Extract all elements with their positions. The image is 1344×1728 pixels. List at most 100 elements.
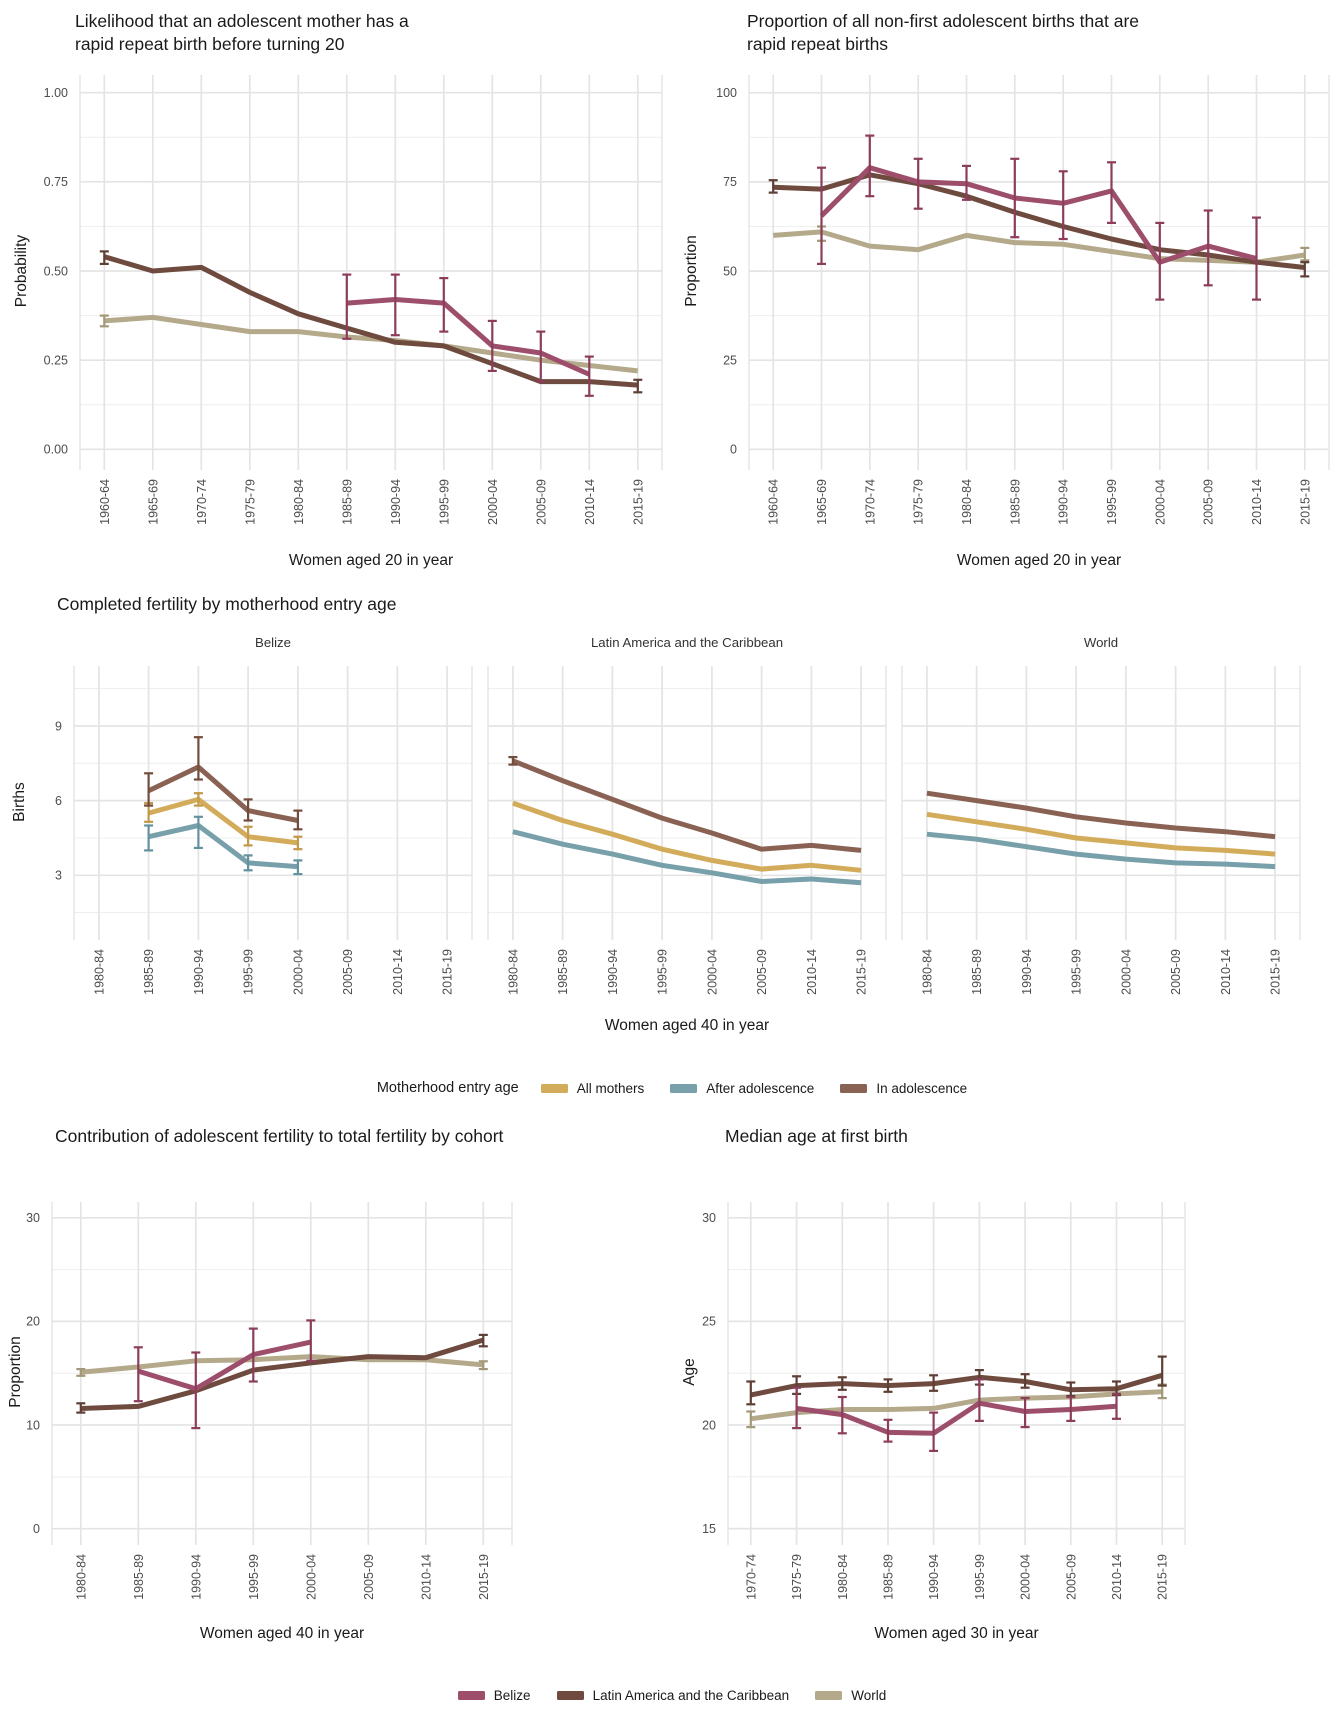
error-bars-in-adolescence <box>508 755 518 766</box>
gridlines-panel-0 <box>79 75 663 470</box>
x-tick-label: 1995-99 <box>1070 949 1084 995</box>
legend-label-belize: Belize <box>493 1688 531 1703</box>
y-tick-label: 75 <box>723 175 737 189</box>
x-axis-title-women-aged-40: Women aged 40 in year <box>199 1625 365 1642</box>
x-tick-label: 1980-84 <box>960 479 974 525</box>
x-tick-label: 2005-09 <box>1202 479 1216 525</box>
y-tick-label: 15 <box>702 1522 716 1536</box>
x-tick-label: 1965-69 <box>146 479 160 525</box>
x-tick-label: 1980-84 <box>506 949 520 995</box>
series-line-world <box>773 229 1306 265</box>
chart-adolescent-contribution: Contribution of adolescent fertility to … <box>0 1120 672 1728</box>
chart-rrb-proportion: Proportion of all non-first adolescent b… <box>672 0 1344 585</box>
series-line-after-adolescence <box>512 829 862 886</box>
legend-swatch-after-adolescence <box>670 1083 698 1093</box>
x-tick-label: 1990-94 <box>606 949 620 995</box>
x-tick-label: 1960-64 <box>98 479 112 525</box>
x-tick-label: 2010-14 <box>805 949 819 995</box>
x-tick-label: 1990-94 <box>1020 949 1034 995</box>
x-tick-label: 2005-09 <box>341 949 355 995</box>
x-tick-label: 2015-19 <box>1269 949 1283 995</box>
error-bars-in-adolescence <box>144 736 303 831</box>
x-tick-label: 1990-94 <box>192 949 206 995</box>
chart-title-rrb-likelihood: Likelihood that an adolescent mother has… <box>75 11 409 55</box>
x-tick-label: 2000-04 <box>486 479 500 525</box>
facet-strip-belize: Belize <box>255 635 291 650</box>
y-tick-label: 0.75 <box>44 175 68 189</box>
series-line-after-adolescence <box>926 831 1276 870</box>
error-bars-latin-america-and-the-caribbean <box>76 1333 488 1414</box>
x-tick-label: 1990-94 <box>927 1554 941 1600</box>
x-tick-label: 1995-99 <box>1105 479 1119 525</box>
y-tick-label: 20 <box>26 1315 40 1329</box>
x-tick-label: 2000-04 <box>1119 949 1133 995</box>
chart-completed-fertility: Completed fertility by motherhood entry … <box>0 585 1344 1120</box>
legend-swatch-all-mothers <box>540 1083 568 1093</box>
gridlines-panel-0 <box>73 666 473 940</box>
legend-region: Belize Latin America and the Caribbean W… <box>0 1688 1344 1703</box>
x-tick-label: 1970-74 <box>744 1554 758 1600</box>
x-tick-label: 1985-89 <box>1008 479 1022 525</box>
legend-swatch-belize <box>457 1691 485 1700</box>
series-line-all-mothers <box>926 811 1276 857</box>
x-tick-label: 2010-14 <box>1110 1554 1124 1600</box>
series-line-all-mothers <box>512 800 862 873</box>
y-tick-label: 25 <box>702 1315 716 1329</box>
x-tick-label: 2000-04 <box>1153 479 1167 525</box>
error-bars-belize <box>792 1378 1121 1452</box>
legend-title: Motherhood entry age <box>376 1080 519 1096</box>
legend-item-all-mothers: All mothers <box>540 1081 644 1096</box>
chart-rrb-likelihood: Likelihood that an adolescent mother has… <box>0 0 672 585</box>
error-bars-belize <box>817 134 1261 301</box>
gridlines-panel-2 <box>901 666 1301 940</box>
series-line-in-adolescence <box>147 764 299 823</box>
error-bars-latin-america-and-the-caribbean <box>99 250 643 394</box>
plot-median-age: 1970-74 1975-79 1980-84 1985-89 1990-94 1995-… <box>702 1202 1186 1600</box>
chart-median-age-first-birth: Median age at first birth Age 1970-74 197… <box>672 1120 1344 1728</box>
x-tick-label: 2000-04 <box>291 949 305 995</box>
error-bars-world <box>76 1360 488 1377</box>
plot-rrb-proportion: 1960-64 1965-69 1970-74 1975-79 1980-84 1985-… <box>716 75 1330 525</box>
y-tick-label: 30 <box>702 1211 716 1225</box>
x-tick-label: 2010-14 <box>1219 949 1233 995</box>
x-tick-label: 2015-19 <box>855 949 869 995</box>
y-tick-label: 0.00 <box>44 443 68 457</box>
series-line-latin-america-and-the-caribbean <box>103 254 638 388</box>
plot-rrb-likelihood: 1960-64 1965-69 1970-74 1975-79 1980-84 1985-… <box>44 75 663 525</box>
x-tick-label: 2005-09 <box>755 949 769 995</box>
x-tick-label: 1985-89 <box>970 949 984 995</box>
facet-strip-world: World <box>1083 635 1119 650</box>
x-tick-label: 1995-99 <box>437 479 451 525</box>
x-tick-label: 2015-19 <box>441 949 455 995</box>
legend-label-latin-america: Latin America and the Caribbean <box>592 1688 790 1703</box>
x-tick-label: 2010-14 <box>1250 479 1264 525</box>
x-tick-label: 1975-79 <box>912 479 926 525</box>
x-tick-label: 2015-19 <box>1298 479 1312 525</box>
x-tick-label: 1990-94 <box>389 479 403 525</box>
x-tick-label: 1980-84 <box>920 949 934 995</box>
x-tick-label: 2015-19 <box>477 1554 491 1600</box>
y-tick-label: 30 <box>26 1211 40 1225</box>
y-tick-label: 100 <box>716 86 737 100</box>
error-bars-belize <box>133 1319 316 1430</box>
x-tick-label: 2000-04 <box>705 949 719 995</box>
y-tick-label: 6 <box>55 794 62 808</box>
x-tick-label: 1975-79 <box>243 479 257 525</box>
chart-title-rrb-proportion: Proportion of all non-first adolescent b… <box>747 11 1140 55</box>
plot-completed-fertility: 1980-84 1985-89 1990-94 1995-99 2000-04 2005-… <box>55 666 1301 995</box>
series-line-after-adolescence <box>148 823 299 870</box>
x-tick-label: 2015-19 <box>631 479 645 525</box>
legend-label-after-adolescence: After adolescence <box>706 1080 815 1096</box>
x-tick-label: 2005-09 <box>1064 1554 1078 1600</box>
legend-item-in-adolescence: In adolescence <box>840 1081 967 1096</box>
x-tick-label: 1980-84 <box>92 949 106 995</box>
x-tick-label: 2000-04 <box>304 1554 318 1600</box>
y-tick-label: 0 <box>33 1522 40 1536</box>
legend-label-world: World <box>851 1688 887 1703</box>
x-tick-label: 2010-14 <box>391 949 405 995</box>
y-tick-label: 0 <box>730 443 737 457</box>
x-tick-label: 1980-84 <box>292 479 306 525</box>
x-axis-title-women-aged-20: Women aged 20 in year <box>288 552 454 569</box>
legend-item-world: World <box>815 1688 886 1703</box>
x-axis-title-women-aged-20: Women aged 20 in year <box>956 552 1122 569</box>
